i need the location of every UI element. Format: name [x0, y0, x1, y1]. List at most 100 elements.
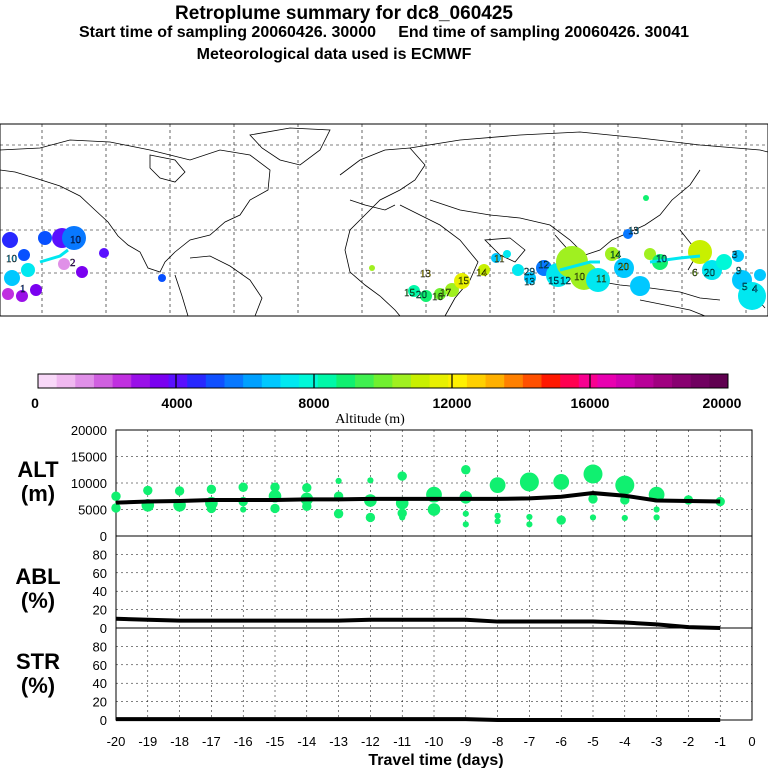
colorbar-cell	[38, 374, 58, 388]
plume-marker	[623, 229, 633, 239]
altitude-point	[270, 503, 280, 514]
plume-marker	[76, 266, 88, 278]
colorbar-cell	[560, 374, 580, 388]
plume-marker	[512, 264, 524, 276]
colorbar-cell	[280, 374, 300, 388]
y-tick-label: 20	[93, 603, 107, 618]
plume-day-label: 5	[742, 281, 748, 293]
x-tick-label: -2	[683, 734, 695, 749]
x-axis-label: Travel time (days)	[368, 752, 503, 768]
colorbar-cell	[541, 374, 561, 388]
colorbar-cell	[653, 374, 673, 388]
plume-day-label: 13	[524, 276, 536, 288]
plume-marker	[58, 258, 70, 270]
alt-panel-unit: (m)	[21, 481, 55, 506]
met-data-note: Meteorological data used is ECMWF	[196, 46, 472, 63]
altitude-point	[427, 503, 441, 516]
altitude-point	[526, 521, 533, 528]
altitude-point	[333, 509, 344, 519]
colorbar-frame	[37, 373, 729, 389]
plume-day-label: 10	[6, 253, 18, 265]
plume-marker	[524, 272, 536, 284]
plume-marker	[16, 290, 28, 302]
colorbar-cell	[112, 374, 132, 388]
plume-marker	[605, 247, 619, 261]
x-tick-label: -13	[329, 734, 348, 749]
plume-marker	[491, 253, 501, 263]
y-tick-label: 20000	[71, 423, 107, 438]
colorbar-cell	[448, 374, 468, 388]
plume-marker	[434, 288, 446, 300]
plume-marker	[716, 254, 732, 270]
altitude-point	[462, 510, 469, 517]
plume-day-label: 12	[538, 259, 549, 271]
y-tick-label: 15000	[71, 450, 107, 465]
plume-day-label: 1	[20, 283, 26, 295]
colorbar-cell	[93, 374, 114, 388]
colorbar-tick: 8000	[298, 395, 329, 411]
altitude-point	[583, 464, 603, 484]
altitude-point	[556, 515, 566, 525]
y-tick-label: 20	[93, 695, 107, 710]
colorbar-cell	[187, 374, 207, 388]
colorbar-cell	[336, 374, 356, 388]
plume-marker	[2, 288, 14, 300]
plume-day-label: 12	[560, 275, 571, 287]
abl-line	[115, 616, 721, 630]
altitude-point	[270, 482, 280, 492]
plume-day-label: 3	[732, 249, 738, 261]
header: Retroplume summary for dc8_060425 Start …	[0, 0, 768, 70]
x-tick-label: -15	[266, 734, 285, 749]
colorbar-cell	[522, 374, 543, 388]
x-tick-label: -4	[619, 734, 631, 749]
colorbar-tick: 0	[31, 395, 39, 411]
plume-marker	[754, 269, 766, 281]
altitude-point	[588, 494, 598, 504]
colorbar-cell	[317, 374, 337, 388]
altitude-scatter	[111, 464, 725, 528]
x-tick-label: 0	[748, 734, 755, 749]
plume-marker	[644, 248, 656, 260]
altitude-point	[397, 471, 407, 481]
plume-day-label: 13	[420, 268, 432, 280]
colorbar-cell	[373, 374, 393, 388]
abl-panel-unit: (%)	[21, 588, 55, 613]
plume-day-label: 4	[752, 283, 758, 295]
plume-marker	[38, 231, 52, 245]
sampling-time: Start time of sampling 20060426. 30000 E…	[78, 24, 690, 41]
altitude-point	[143, 485, 153, 496]
altitude-point	[238, 482, 248, 492]
altitude-point	[240, 506, 247, 513]
x-tick-label: -9	[460, 734, 472, 749]
colorbar-cell	[75, 374, 95, 388]
plume-marker	[630, 276, 650, 296]
colorbar-cell	[634, 374, 654, 388]
colorbar-cell	[672, 374, 692, 388]
colorbar-cell	[149, 374, 170, 388]
plume-day-label: 9	[736, 265, 742, 277]
y-tick-label: 60	[93, 566, 107, 581]
plume-day-label: 15	[548, 275, 560, 287]
plume-day-label: 10	[574, 271, 586, 283]
str-panel-unit: (%)	[21, 673, 55, 698]
plume-day-label: 17	[440, 287, 452, 299]
plume-marker	[408, 285, 420, 297]
plume-marker	[369, 265, 375, 271]
str-line	[116, 717, 721, 722]
altitude-point	[365, 512, 376, 523]
plume-day-label: 16	[432, 291, 444, 303]
altitude-point	[653, 514, 660, 521]
y-tick-label: 0	[100, 529, 107, 544]
alt-panel-label: ALT	[17, 457, 59, 482]
page-title: Retroplume summary for dc8_060425	[175, 3, 513, 24]
plume-marker	[503, 250, 511, 258]
x-tick-label: -11	[393, 734, 411, 749]
altitude-point	[206, 484, 217, 495]
x-tick-label: -3	[651, 734, 663, 749]
y-tick-label: 5000	[78, 503, 107, 518]
altitude-point	[174, 486, 185, 496]
plume-marker	[732, 250, 744, 262]
y-tick-label: 40	[93, 584, 107, 599]
